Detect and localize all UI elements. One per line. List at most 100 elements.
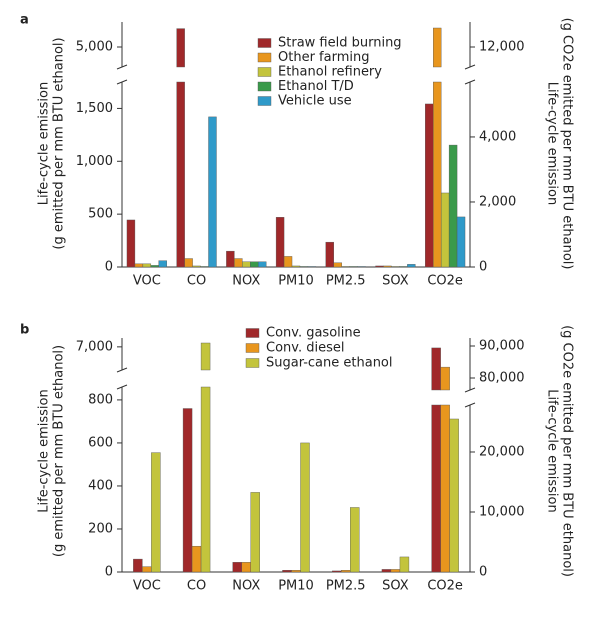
bar (291, 570, 301, 573)
legend-swatch (257, 38, 272, 48)
bar (234, 258, 243, 268)
bar (375, 265, 384, 268)
bar (192, 265, 201, 268)
x-tick-label: PM2.5 (326, 274, 366, 289)
legend-swatch (245, 358, 260, 368)
bar (399, 266, 408, 268)
bar (357, 266, 366, 268)
bar (440, 366, 450, 391)
x-tick-label: SOX (382, 274, 409, 289)
y2-axis-label: Life-cycle emission (545, 389, 560, 512)
tick-label: 7,000 (76, 339, 113, 354)
x-tick-label: PM10 (278, 579, 314, 594)
tick-label: 600 (88, 435, 113, 450)
legend-label: Conv. diesel (266, 341, 344, 356)
bar (142, 263, 152, 268)
tick-label: 80,000 (479, 371, 525, 386)
tick-label: 12,000 (479, 40, 525, 55)
bar (282, 570, 292, 573)
bar (200, 266, 209, 268)
bar (176, 81, 185, 268)
axis-break (464, 387, 476, 393)
tick-label: 4,000 (479, 129, 516, 144)
x-tick-label: CO (187, 579, 206, 594)
bar (448, 144, 458, 268)
bar (258, 261, 267, 268)
bar (182, 408, 193, 573)
bar (150, 265, 159, 268)
bar (191, 545, 202, 573)
bar (241, 562, 251, 573)
bar (291, 265, 301, 268)
bar (126, 219, 136, 268)
bar (200, 386, 211, 573)
axis-break (464, 64, 476, 70)
bar (158, 260, 167, 268)
y2-axis-label: Life-cycle emission (545, 82, 560, 205)
x-tick-label: NOX (232, 274, 260, 289)
axis-break (116, 384, 128, 390)
panel-label: a (20, 13, 29, 28)
bar (275, 217, 285, 268)
bar (299, 266, 309, 268)
bar (151, 452, 161, 573)
legend-label: Other farming (278, 50, 369, 65)
bar (440, 192, 450, 268)
x-tick-label: CO (187, 274, 206, 289)
tick-label: 0 (105, 565, 113, 580)
tick-label: 1,000 (76, 154, 113, 169)
bar (242, 261, 251, 268)
tick-label: 0 (479, 260, 487, 275)
bar (381, 569, 392, 573)
legend-label: Ethanol T/D (278, 79, 354, 94)
bar (399, 556, 410, 573)
axis-break (116, 367, 128, 373)
x-tick-label: PM2.5 (326, 579, 366, 594)
bar (325, 241, 334, 268)
y2-axis-label: (g CO2e emitted per mm BTU ethanol) (560, 325, 575, 577)
legend-swatch (257, 96, 272, 106)
legend-label: Conv. gasoline (266, 326, 361, 341)
bar (200, 342, 211, 371)
y-axis-label: (g emitted per mm BTU ethanol) (52, 345, 67, 557)
tick-label: 0 (105, 260, 113, 275)
legend-label: Sugar-cane ethanol (266, 356, 393, 371)
y2-axis-label: (g CO2e emitted per mm BTU ethanol) (560, 18, 575, 270)
tick-label: 800 (88, 392, 113, 407)
bar (431, 347, 441, 391)
x-tick-label: VOC (133, 274, 161, 289)
legend-swatch (245, 343, 260, 353)
y-axis-label: Life-cycle emission (37, 389, 52, 512)
tick-label: 5,000 (76, 40, 113, 55)
axis-break (464, 402, 476, 408)
bar (433, 81, 442, 268)
bar (407, 264, 416, 268)
tick-label: 10,000 (479, 504, 525, 519)
bar (176, 28, 185, 68)
x-tick-label: SOX (382, 579, 409, 594)
bar (226, 250, 235, 268)
axis-break (464, 79, 476, 85)
y-axis-label: Life-cycle emission (37, 82, 52, 205)
bar (350, 507, 360, 573)
x-tick-label: CO2e (427, 579, 463, 594)
bar (383, 265, 392, 268)
bar (440, 404, 450, 573)
bar (283, 256, 293, 268)
tick-label: 400 (88, 478, 113, 493)
x-tick-label: VOC (133, 579, 161, 594)
legend-label: Vehicle use (278, 94, 352, 109)
bar (449, 418, 459, 573)
legend-label: Straw field burning (278, 36, 402, 51)
bar (184, 258, 193, 268)
x-tick-label: NOX (232, 579, 260, 594)
bar (250, 261, 259, 268)
legend-swatch (257, 67, 272, 77)
bar (142, 566, 152, 573)
bar (332, 570, 342, 573)
axis-break (116, 79, 128, 85)
bar (208, 116, 217, 268)
bar (307, 266, 317, 268)
tick-label: 0 (479, 565, 487, 580)
